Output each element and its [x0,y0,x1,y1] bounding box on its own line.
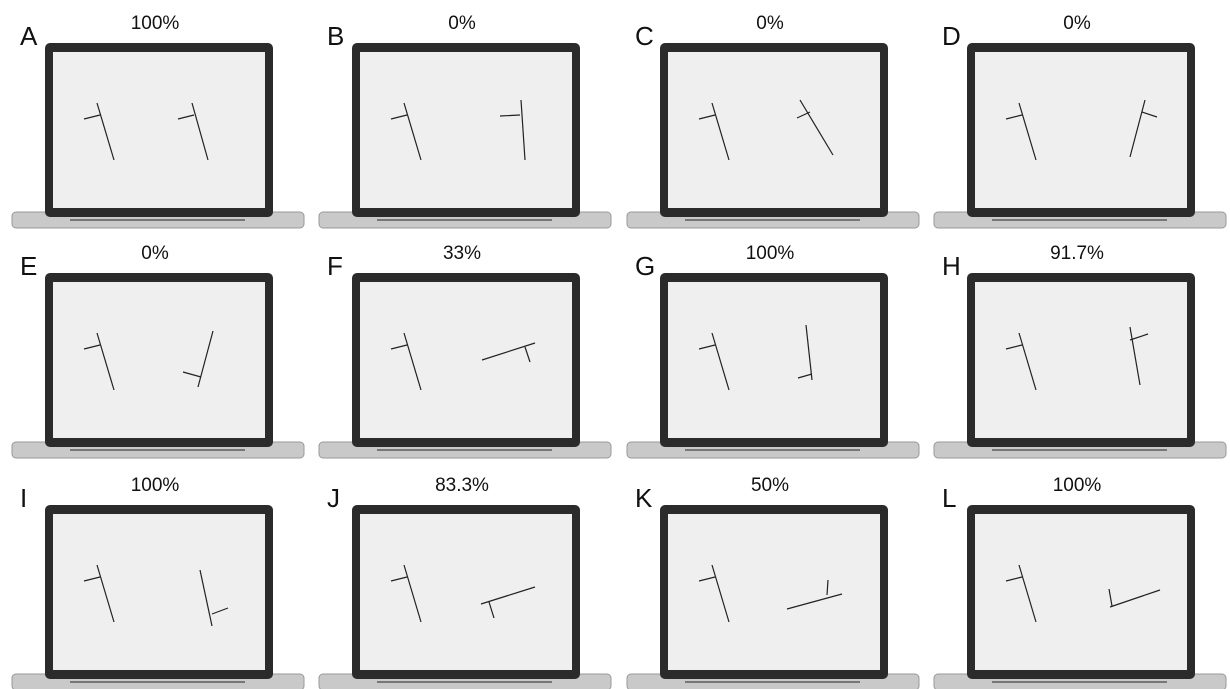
screen [360,52,572,208]
screen [360,514,572,670]
screen [360,282,572,438]
panel: J 83.3% [319,475,611,689]
panel-letter: L [942,483,956,513]
screen [668,282,880,438]
screen [975,282,1187,438]
panel-letter: I [20,483,27,513]
panel-letter: K [635,483,653,513]
screen [668,52,880,208]
screen [53,282,265,438]
screen [668,514,880,670]
panel-letter: F [327,251,343,281]
panel-letter: B [327,21,344,51]
screen [975,52,1187,208]
panel: A 100% [12,13,304,228]
panel-letter: D [942,21,961,51]
screen [53,52,265,208]
panel: G 100% [627,243,919,458]
panel-letter: H [942,251,961,281]
panel-score: 50% [751,475,789,496]
panel-score: 33% [443,243,481,264]
panel: D 0% [934,13,1226,228]
panel-score: 100% [131,13,180,34]
panel-letter: A [20,21,38,51]
panel: L 100% [934,475,1226,689]
panel-score: 0% [1063,13,1091,34]
panel-score: 0% [141,243,169,264]
panel-letter: J [327,483,340,513]
panel-score: 91.7% [1050,243,1104,264]
panel: F 33% [319,243,611,458]
panel: H 91.7% [934,243,1226,458]
panel-score: 0% [756,13,784,34]
panel-letter: E [20,251,37,281]
panel-letter: G [635,251,655,281]
panel-score: 83.3% [435,475,489,496]
panel-letter: C [635,21,654,51]
screen [53,514,265,670]
panel: B 0% [319,13,611,228]
panel: E 0% [12,243,304,458]
panel-score: 100% [1053,475,1102,496]
panel: C 0% [627,13,919,228]
panel: I 100% [12,475,304,689]
panel-score: 100% [746,243,795,264]
figure: A 100% B 0% C 0% D 0% E 0% F 33% G 100% H 91.7% I 100% J 83… [0,0,1230,689]
panel-score: 0% [448,13,476,34]
panel-score: 100% [131,475,180,496]
panel: K 50% [627,475,919,689]
